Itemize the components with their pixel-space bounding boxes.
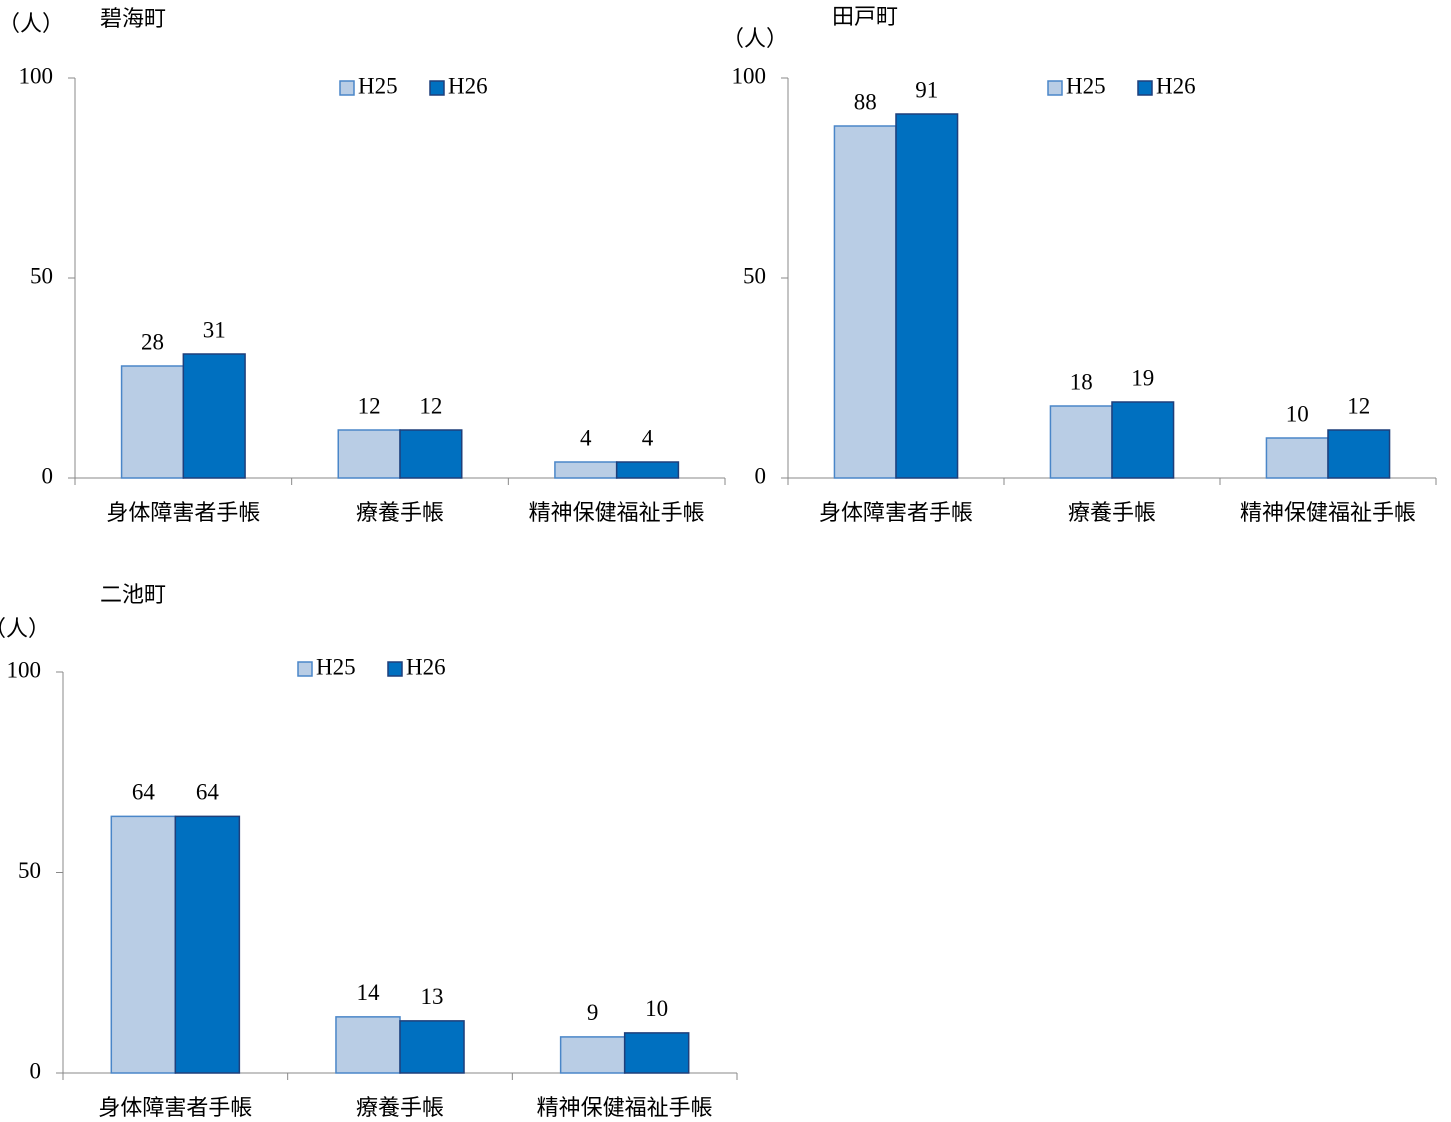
legend-swatch <box>339 80 355 96</box>
legend-label: H26 <box>406 654 446 679</box>
data-label: 28 <box>141 329 164 354</box>
data-label: 12 <box>419 393 442 418</box>
bar <box>833 125 897 479</box>
bar <box>559 1036 626 1074</box>
y-tick-label: 0 <box>42 463 54 488</box>
y-tick-label: 100 <box>19 63 54 88</box>
bar <box>335 1016 401 1074</box>
bar <box>174 815 241 1074</box>
bar <box>120 365 185 479</box>
bar <box>1265 437 1329 479</box>
data-label: 91 <box>915 77 938 102</box>
legend-label: H25 <box>1066 73 1106 98</box>
bar <box>399 429 463 479</box>
data-label: 19 <box>1131 365 1154 390</box>
data-label: 10 <box>1286 401 1309 426</box>
data-label: 10 <box>645 996 668 1021</box>
data-label: 64 <box>196 780 220 805</box>
x-tick-label: 精神保健福祉手帳 <box>537 1096 713 1121</box>
bar <box>182 353 246 479</box>
y-tick-label: 50 <box>30 263 53 288</box>
data-label: 4 <box>642 425 654 450</box>
y-axis-label: （人） <box>0 12 64 37</box>
data-label: 14 <box>356 980 380 1005</box>
data-label: 9 <box>587 1000 599 1025</box>
data-label: 31 <box>203 317 226 342</box>
x-tick-label: 身体障害者手帳 <box>106 501 260 526</box>
x-tick-label: 精神保健福祉手帳 <box>1240 501 1416 526</box>
bar <box>110 815 177 1074</box>
data-label: 12 <box>1347 393 1370 418</box>
legend-swatch <box>1047 80 1063 96</box>
bar <box>1327 429 1391 479</box>
legend-label: H26 <box>1156 73 1196 98</box>
bar <box>554 461 618 479</box>
bar <box>615 461 680 479</box>
legend-label: H25 <box>316 654 356 679</box>
x-tick-label: 精神保健福祉手帳 <box>529 501 705 526</box>
chart-title: 碧海町 <box>100 7 166 32</box>
y-tick-label: 50 <box>743 263 766 288</box>
chart-title: 二池町 <box>100 583 166 608</box>
legend-swatch <box>297 661 313 677</box>
y-tick-label: 100 <box>7 657 42 682</box>
data-label: 13 <box>421 984 444 1009</box>
x-tick-label: 療養手帳 <box>1068 501 1156 526</box>
legend-label: H26 <box>448 73 488 98</box>
x-tick-label: 身体障害者手帳 <box>819 501 973 526</box>
data-label: 18 <box>1070 369 1093 394</box>
legend-swatch <box>429 80 445 96</box>
bar <box>623 1032 690 1074</box>
data-label: 64 <box>132 780 156 805</box>
bar <box>399 1020 465 1074</box>
legend-label: H25 <box>358 73 398 98</box>
bar <box>1049 405 1113 479</box>
y-tick-label: 100 <box>732 63 767 88</box>
y-tick-label: 0 <box>755 463 767 488</box>
bar <box>1111 401 1175 479</box>
x-tick-label: 療養手帳 <box>356 501 444 526</box>
y-axis-label: （人） <box>722 27 788 52</box>
bar <box>895 113 959 479</box>
legend-swatch <box>1137 80 1153 96</box>
y-tick-label: 0 <box>30 1058 42 1083</box>
bar <box>337 429 401 479</box>
chart-title: 田戸町 <box>832 5 898 30</box>
data-label: 12 <box>358 393 381 418</box>
y-axis-label: （人） <box>0 617 50 642</box>
x-tick-label: 療養手帳 <box>356 1096 444 1121</box>
data-label: 4 <box>580 425 592 450</box>
legend-swatch <box>387 661 403 677</box>
x-tick-label: 身体障害者手帳 <box>98 1096 252 1121</box>
y-tick-label: 50 <box>18 858 41 883</box>
data-label: 88 <box>854 89 877 114</box>
